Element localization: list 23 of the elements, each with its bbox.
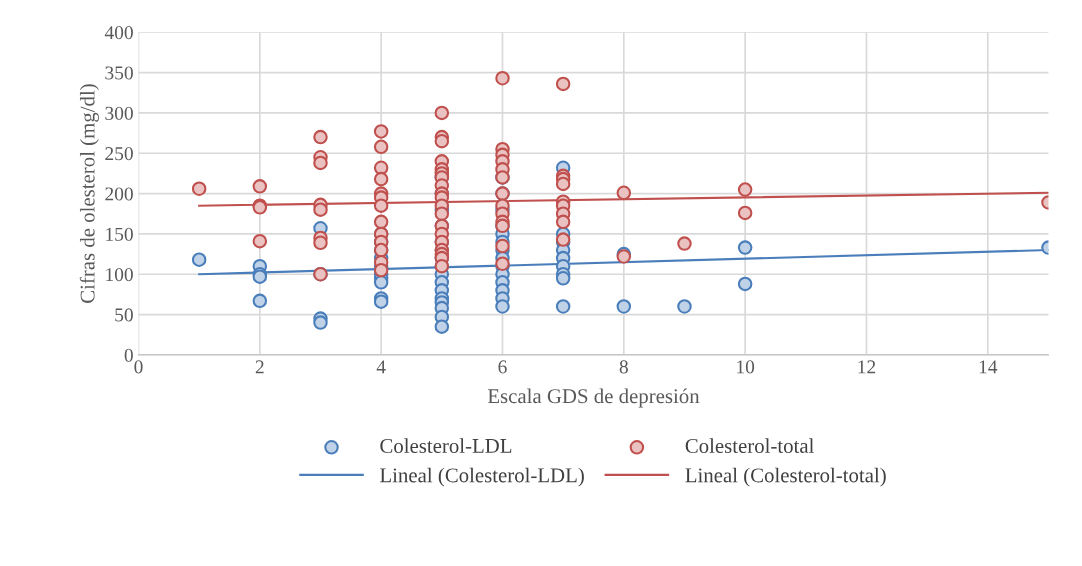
y-tick-label: 400 <box>104 26 133 40</box>
x-tick-label: 8 <box>619 360 628 374</box>
x-tick-label: 12 <box>858 360 876 374</box>
y-tick-label: 150 <box>106 227 133 241</box>
y-tick-label: 250 <box>105 147 133 161</box>
legend-label: Lineal (Colesterol-total) <box>685 467 886 487</box>
x-tick-label: 0 <box>134 360 143 374</box>
x-tick-label: 6 <box>498 360 507 374</box>
x-tick-label: 10 <box>737 360 755 374</box>
y-tick-label: 50 <box>115 308 133 322</box>
legend-label: Colesterol-total <box>685 438 814 453</box>
legend-label: Lineal (Colesterol-LDL) <box>380 467 584 487</box>
y-tick-label: 100 <box>106 268 133 282</box>
x-tick-label: 4 <box>376 360 386 374</box>
y-tick-label: 200 <box>105 187 133 201</box>
x-axis-title: Escala GDS de depresión <box>487 388 700 408</box>
x-tick-label: 2 <box>255 360 264 374</box>
y-tick-label: 300 <box>105 106 133 120</box>
y-axis-title: Cifras de olesterol (mg/dl) <box>79 84 99 303</box>
y-tick-label: 350 <box>105 66 133 80</box>
legend-label: Colesterol-LDL <box>380 438 512 453</box>
y-tick-label: 0 <box>124 348 133 362</box>
x-tick-label: 14 <box>979 360 998 374</box>
